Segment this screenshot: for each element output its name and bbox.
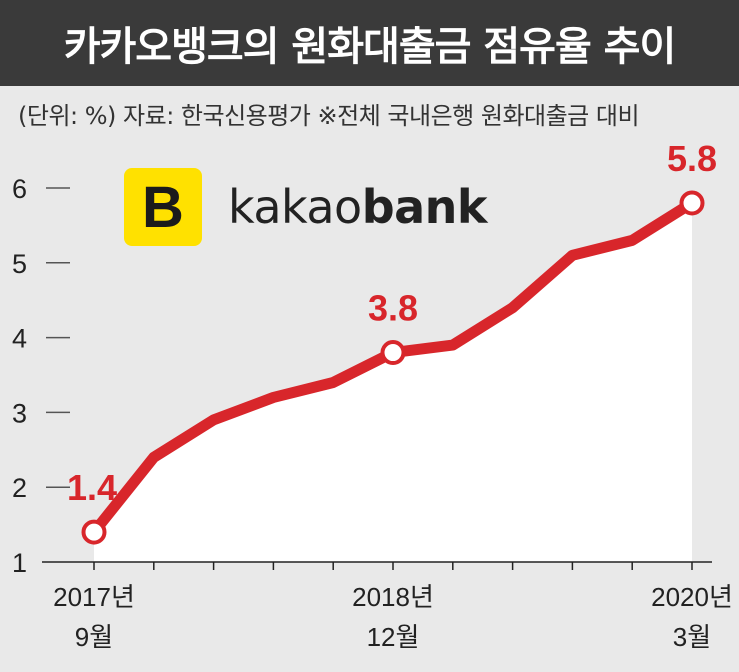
x-tick-label: 2020년 bbox=[651, 582, 733, 612]
logo-word-bold: bank bbox=[361, 180, 488, 234]
data-point-marker bbox=[380, 340, 406, 366]
x-tick-label: 12월 bbox=[367, 622, 420, 652]
title-bar: 카카오뱅크의 원화대출금 점유율 추이 bbox=[0, 0, 739, 86]
kakaobank-logo: B kakaobank bbox=[124, 168, 488, 246]
data-label: 1.4 bbox=[67, 467, 117, 508]
logo-mark-icon: B bbox=[124, 168, 202, 246]
data-point-marker bbox=[81, 519, 107, 545]
area-fill bbox=[94, 202, 692, 562]
y-tick-label: 4 bbox=[12, 324, 27, 354]
data-label: 5.8 bbox=[667, 138, 717, 179]
y-tick-label: 5 bbox=[12, 249, 27, 279]
y-tick-label: 3 bbox=[12, 398, 27, 428]
y-tick-label: 1 bbox=[12, 548, 27, 578]
x-tick-label: 9월 bbox=[75, 622, 113, 652]
data-label: 3.8 bbox=[368, 288, 418, 329]
x-tick-label: 3월 bbox=[673, 622, 711, 652]
chart-title: 카카오뱅크의 원화대출금 점유율 추이 bbox=[63, 24, 677, 70]
logo-wordmark: kakaobank bbox=[228, 180, 488, 234]
logo-word-light: kakao bbox=[228, 180, 362, 234]
data-point-marker bbox=[679, 190, 705, 216]
y-tick-label: 2 bbox=[12, 473, 27, 503]
chart-subtitle: (단위: %) 자료: 한국신용평가 ※전체 국내은행 원화대출금 대비 bbox=[18, 102, 640, 130]
x-tick-label: 2017년 bbox=[53, 582, 135, 612]
x-tick-label: 2018년 bbox=[352, 582, 434, 612]
y-tick-label: 6 bbox=[12, 174, 27, 204]
